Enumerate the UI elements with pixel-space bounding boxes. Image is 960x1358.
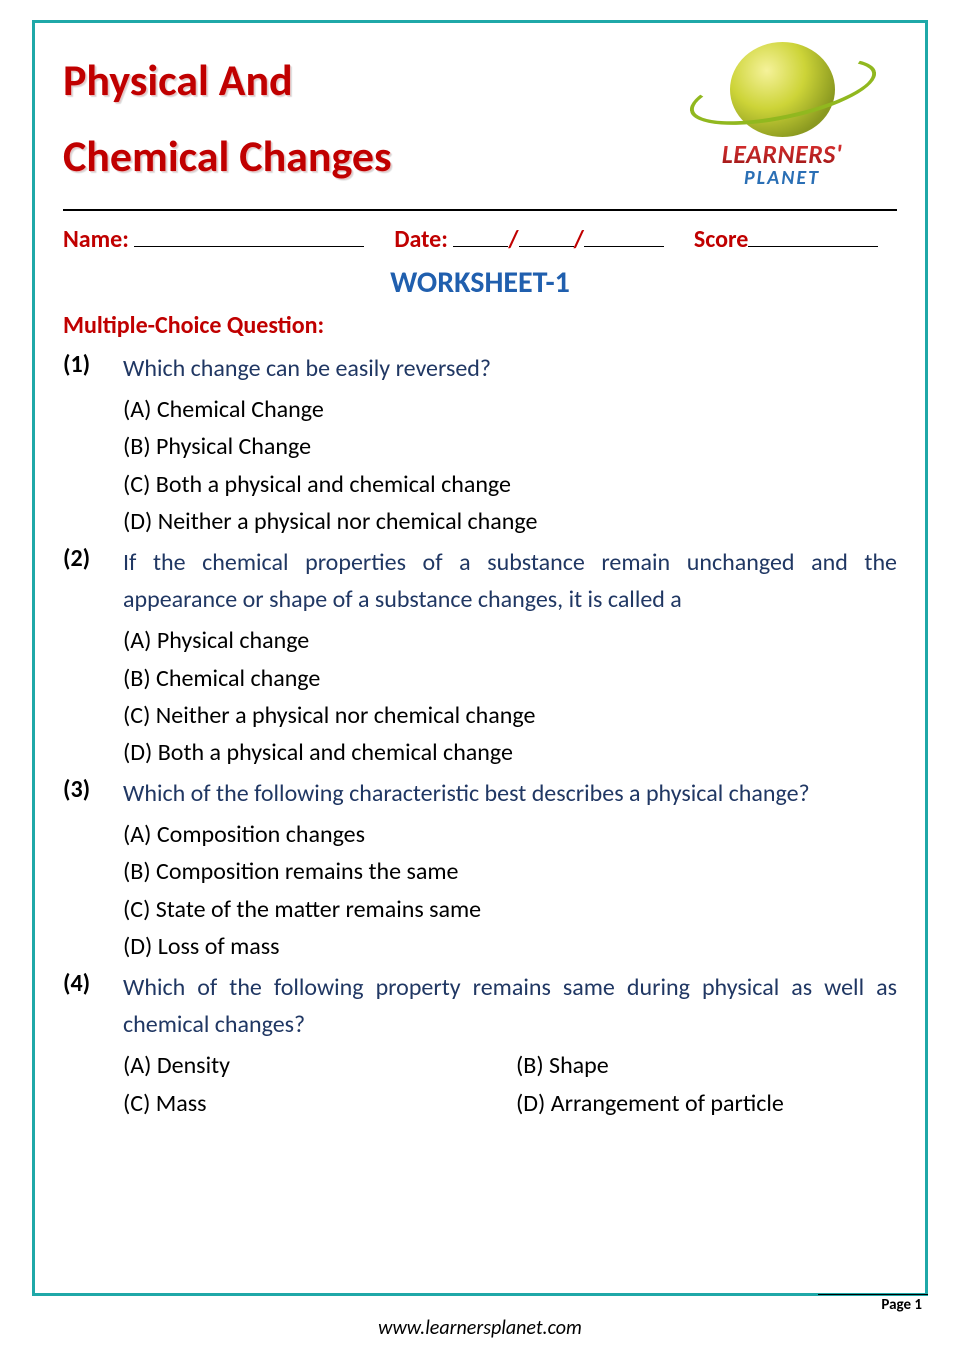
option: (C) State of the matter remains same <box>123 891 897 928</box>
option: (C) Mass <box>123 1085 504 1122</box>
question: (4)Which of the following property remai… <box>63 969 897 1122</box>
option: (A) Composition changes <box>123 816 897 853</box>
option: (B) Physical Change <box>123 428 897 465</box>
question-body: Which change can be easily reversed? (A) … <box>123 350 897 540</box>
question-number: (4) <box>63 969 123 1122</box>
header-divider <box>63 209 897 211</box>
option: (A) Physical change <box>123 622 897 659</box>
question-number: (2) <box>63 544 123 771</box>
title-line-1: Physical And <box>63 47 392 113</box>
question-text: Which of the following characteristic be… <box>123 775 897 812</box>
question: (3)Which of the following characteristic… <box>63 775 897 965</box>
option: (A) Chemical Change <box>123 391 897 428</box>
page-border: Physical And Chemical Changes LEARNERS' … <box>32 20 928 1296</box>
logo-text-learners: LEARNERS' <box>722 143 843 166</box>
date-field: Date: // <box>394 225 664 254</box>
question-text: If the chemical properties of a substanc… <box>123 544 897 618</box>
brand-logo: LEARNERS' PLANET <box>667 41 897 191</box>
date-blank-2[interactable] <box>519 246 574 247</box>
fields-row: Name: Date: // Score <box>63 225 897 254</box>
footer: www.learnersplanet.com <box>0 1316 960 1340</box>
title-block: Physical And Chemical Changes <box>63 41 392 199</box>
options: (A) Physical change(B) Chemical change(C… <box>123 622 897 771</box>
title-line-2: Chemical Changes <box>63 123 392 189</box>
question: (1)Which change can be easily reversed? (… <box>63 350 897 540</box>
option: (B) Chemical change <box>123 660 897 697</box>
score-label: Score <box>694 225 749 254</box>
option: (C) Neither a physical nor chemical chan… <box>123 697 897 734</box>
question-body: Which of the following characteristic be… <box>123 775 897 965</box>
question-number: (3) <box>63 775 123 965</box>
question-body: If the chemical properties of a substanc… <box>123 544 897 771</box>
date-label: Date: <box>394 225 447 254</box>
question-body: Which of the following property remains … <box>123 969 897 1122</box>
section-heading: Multiple-Choice Question: <box>63 311 897 340</box>
option: (B) Shape <box>516 1047 897 1084</box>
name-label: Name: <box>63 225 129 254</box>
question: (2)If the chemical properties of a subst… <box>63 544 897 771</box>
question-number: (1) <box>63 350 123 540</box>
option: (D) Arrangement of particle <box>516 1085 897 1122</box>
option: (D) Loss of mass <box>123 928 897 965</box>
worksheet-heading: WORKSHEET-1 <box>63 264 897 301</box>
date-blank-1[interactable] <box>453 246 508 247</box>
option: (C) Both a physical and chemical change <box>123 466 897 503</box>
logo-text-planet: PLANET <box>744 166 820 190</box>
score-field: Score <box>694 225 879 254</box>
page-number: Page 1 <box>818 1294 928 1314</box>
option: (D) Neither a physical nor chemical chan… <box>123 503 897 540</box>
option: (A) Density <box>123 1047 504 1084</box>
globe-icon <box>730 42 835 137</box>
orbit-ring-icon <box>684 45 881 138</box>
question-text: Which change can be easily reversed? <box>123 350 897 387</box>
score-blank[interactable] <box>748 246 878 247</box>
option: (B) Composition remains the same <box>123 853 897 890</box>
name-blank[interactable] <box>134 246 364 247</box>
options: (A) Density (B) Shape (C) Mass (D) Arrangem… <box>123 1047 897 1121</box>
name-field: Name: <box>63 225 364 254</box>
questions-container: (1)Which change can be easily reversed? (… <box>63 350 897 1122</box>
date-blank-3[interactable] <box>584 246 664 247</box>
options: (A) Chemical Change(B) Physical Change(C… <box>123 391 897 540</box>
footer-url: www.learnersplanet.com <box>378 1316 582 1340</box>
header-row: Physical And Chemical Changes LEARNERS' … <box>63 41 897 199</box>
options: (A) Composition changes(B) Composition r… <box>123 816 897 965</box>
option: (D) Both a physical and chemical change <box>123 734 897 771</box>
question-text: Which of the following property remains … <box>123 969 897 1043</box>
